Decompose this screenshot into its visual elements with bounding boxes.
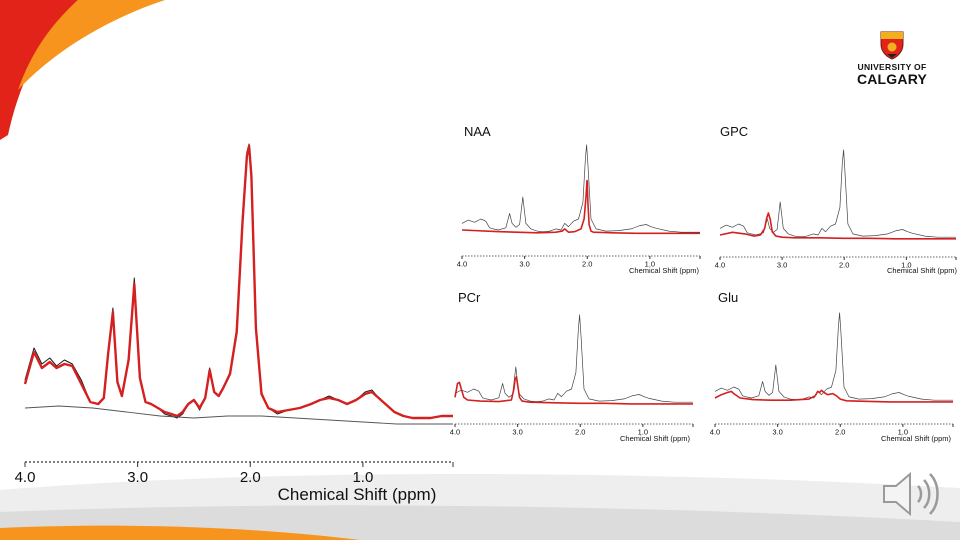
x-tick-label: 4.0	[457, 260, 467, 269]
component-line	[714, 389, 953, 403]
baseline-line	[24, 405, 453, 425]
speaker-icon[interactable]	[880, 468, 942, 520]
x-tick-label: 2.0	[839, 261, 849, 270]
spectrum-line	[719, 149, 956, 238]
component-line	[719, 212, 956, 240]
x-tick-label: 4.0	[450, 428, 460, 437]
x-axis-label: Chemical Shift (ppm)	[629, 266, 700, 275]
x-axis-label: Chemical Shift (ppm)	[620, 434, 691, 443]
x-tick-label: 1.0	[645, 260, 655, 269]
x-tick-label: 3.0	[519, 260, 529, 269]
corner-swoosh-orange	[18, 0, 165, 90]
x-tick-label: 2.0	[575, 428, 585, 437]
component-line	[461, 179, 700, 235]
x-tick-label: 1.0	[352, 469, 373, 486]
x-tick-label: 1.0	[638, 428, 648, 437]
university-logo: UNIVERSITY OF CALGARY	[850, 30, 934, 92]
logo-line-2: CALGARY	[856, 71, 928, 87]
x-tick-label: 2.0	[582, 260, 592, 269]
x-axis-label: Chemical Shift (ppm)	[887, 266, 958, 275]
panel-title: NAA	[464, 124, 491, 139]
panel-title: PCr	[458, 290, 481, 305]
corner-swoosh-red	[0, 0, 78, 140]
panel-title: GPC	[720, 124, 748, 139]
x-tick-label: 3.0	[512, 428, 522, 437]
x-tick-label: 1.0	[901, 261, 911, 270]
x-tick-label: 2.0	[835, 428, 845, 437]
bottom-band-orange	[0, 525, 360, 540]
panel-title: Glu	[718, 290, 738, 305]
x-tick-label: 3.0	[777, 261, 787, 270]
x-tick-label: 1.0	[898, 428, 908, 437]
x-tick-label: 4.0	[710, 428, 720, 437]
x-axis-label: Chemical Shift (ppm)	[881, 434, 952, 443]
component-line	[454, 376, 693, 405]
spectrum-line	[714, 312, 953, 401]
x-tick-label: 4.0	[715, 261, 725, 270]
x-tick-label: 3.0	[772, 428, 782, 437]
crest-icon	[880, 31, 904, 60]
x-tick-label: 2.0	[240, 469, 261, 486]
x-tick-label: 3.0	[127, 469, 148, 486]
x-tick-label: 4.0	[15, 469, 36, 486]
x-axis-label: Chemical Shift (ppm)	[278, 485, 437, 504]
fit-line	[23, 144, 453, 420]
spectrum-line	[461, 144, 700, 233]
spectrum-line	[454, 314, 693, 403]
logo-line-1: UNIVERSITY OF	[857, 62, 927, 72]
